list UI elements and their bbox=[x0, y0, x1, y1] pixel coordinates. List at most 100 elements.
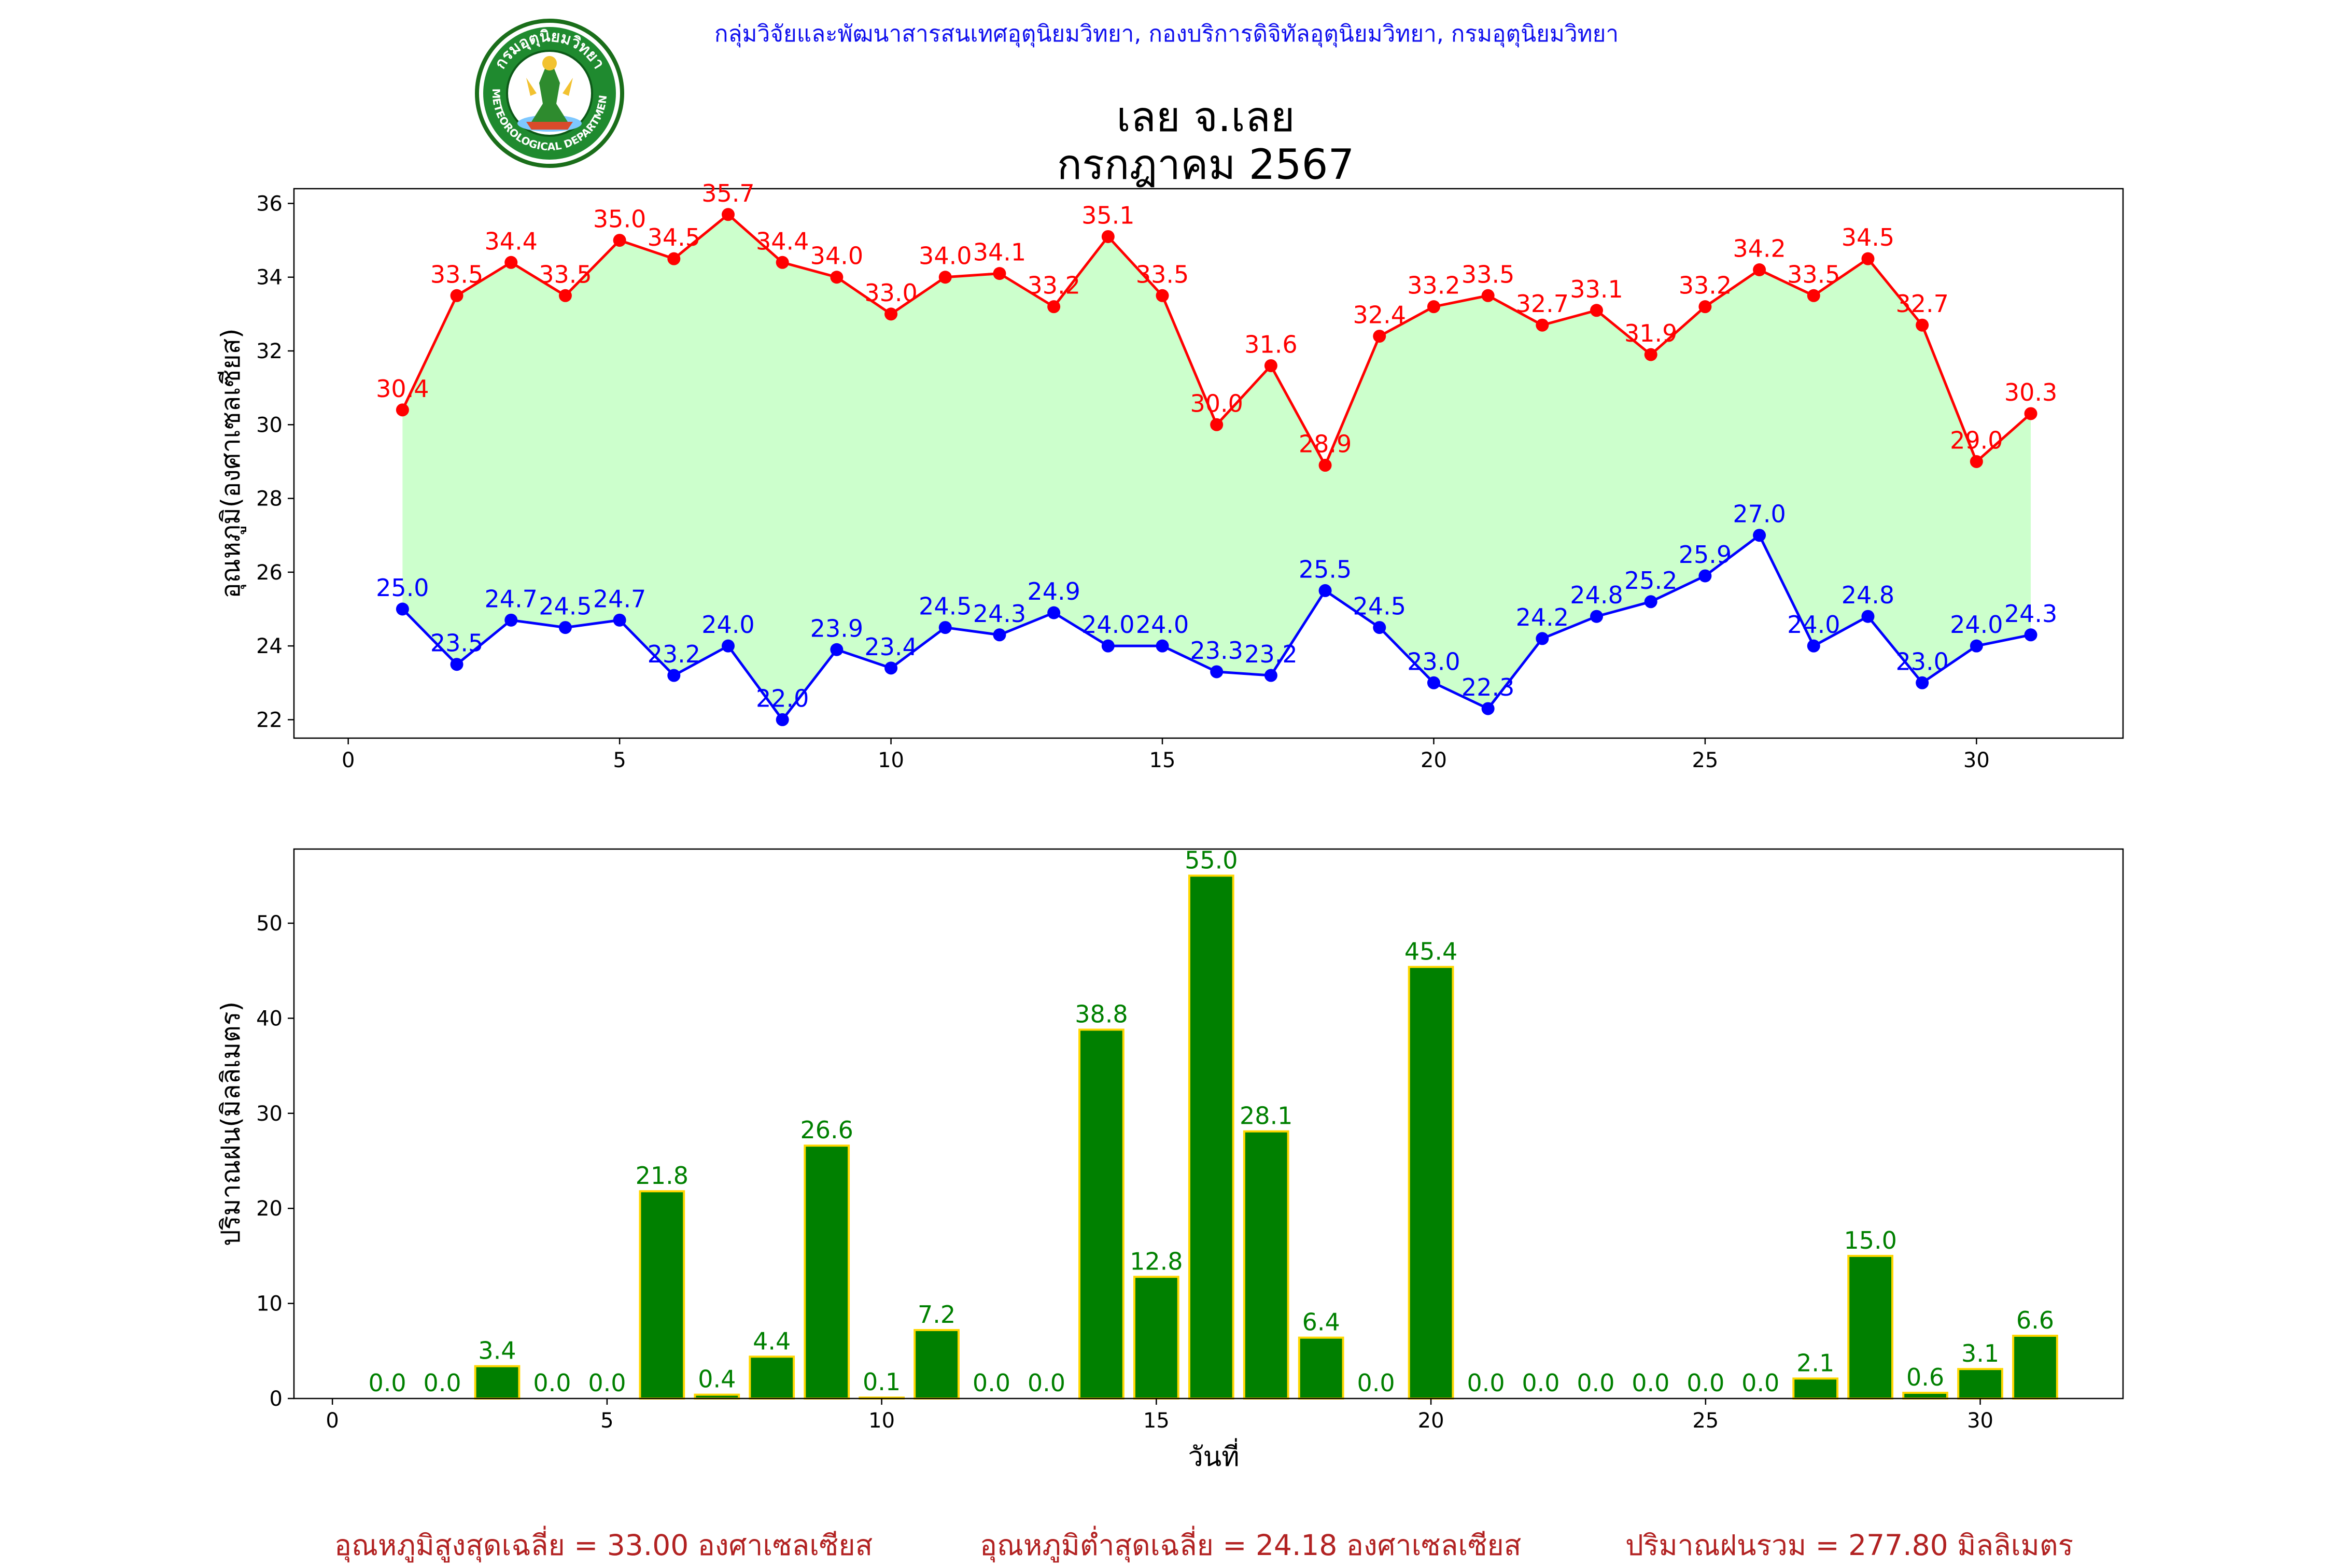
min-temperature-point bbox=[1264, 669, 1277, 682]
rainfall-label: 0.0 bbox=[1467, 1369, 1505, 1397]
max-temperature-point bbox=[667, 252, 681, 265]
average-max-temperature: อุณหภูมิสูงสุดเฉลี่ย = 33.00 องศาเซลเซีย… bbox=[334, 1529, 873, 1562]
min-temperature-label: 24.0 bbox=[701, 611, 754, 639]
max-temperature-label: 31.9 bbox=[1624, 319, 1677, 347]
max-temperature-label: 33.5 bbox=[1461, 260, 1514, 288]
rainfall-bar bbox=[474, 1365, 521, 1400]
min-temperature-label: 24.0 bbox=[1136, 611, 1189, 639]
rainfall-label: 3.4 bbox=[478, 1337, 516, 1365]
min-temperature-point bbox=[667, 669, 681, 682]
rainfall-label: 0.0 bbox=[1686, 1369, 1724, 1397]
x-tick-label: 10 bbox=[878, 748, 904, 772]
max-temperature-label: 29.0 bbox=[1950, 426, 2003, 454]
max-temperature-label: 35.7 bbox=[701, 179, 754, 207]
min-temperature-label: 24.0 bbox=[1081, 611, 1134, 639]
max-temperature-label: 35.1 bbox=[1081, 201, 1134, 229]
min-temperature-point bbox=[884, 661, 898, 675]
max-temperature-label: 28.9 bbox=[1299, 430, 1352, 458]
max-temperature-label: 33.2 bbox=[1407, 272, 1460, 300]
rainfall-bar bbox=[1298, 1336, 1344, 1400]
max-temperature-label: 30.4 bbox=[376, 375, 429, 403]
max-temperature-point bbox=[1861, 252, 1875, 265]
y-tick-label: 10 bbox=[256, 1292, 283, 1316]
max-temperature-point bbox=[1210, 418, 1224, 431]
min-temperature-point bbox=[1698, 569, 1712, 583]
y-tick-label: 36 bbox=[256, 192, 283, 216]
min-temperature-label: 24.3 bbox=[973, 600, 1026, 628]
average-min-temperature: อุณหภูมิต่ำสุดเฉลี่ย = 24.18 องศาเซลเซีย… bbox=[980, 1529, 1522, 1562]
min-temperature-label: 23.0 bbox=[1407, 647, 1460, 675]
y-tick-label: 34 bbox=[256, 266, 283, 290]
max-temperature-label: 33.5 bbox=[1787, 260, 1840, 288]
min-temperature-label: 23.4 bbox=[864, 633, 917, 661]
max-temperature-label: 32.7 bbox=[1895, 290, 1948, 318]
min-temperature-label: 24.0 bbox=[1787, 611, 1840, 639]
x-tick-label: 15 bbox=[1149, 748, 1176, 772]
rainfall-label: 0.0 bbox=[1577, 1369, 1614, 1397]
max-temperature-label: 32.4 bbox=[1353, 301, 1406, 329]
min-temperature-point bbox=[1318, 584, 1332, 597]
min-temperature-point bbox=[558, 621, 572, 634]
max-temperature-point bbox=[396, 403, 409, 417]
rainfall-label: 6.6 bbox=[2016, 1306, 2054, 1334]
max-temperature-point bbox=[1807, 289, 1820, 302]
max-temperature-point bbox=[1264, 359, 1277, 372]
rainfall-label: 0.0 bbox=[533, 1369, 571, 1397]
min-temperature-point bbox=[1210, 665, 1224, 679]
min-temperature-point bbox=[1970, 639, 1983, 653]
max-temperature-point bbox=[1698, 300, 1712, 314]
rainfall-label: 7.2 bbox=[918, 1301, 955, 1329]
x-tick-label: 25 bbox=[1692, 1409, 1719, 1433]
y-axis-label: อุณหภูมิ(องศาเซลเซียส) bbox=[216, 328, 246, 598]
min-temperature-point bbox=[1753, 529, 1766, 542]
max-temperature-point bbox=[1644, 348, 1657, 361]
rainfall-label: 6.4 bbox=[1302, 1308, 1340, 1336]
min-temperature-label: 24.9 bbox=[1027, 577, 1080, 605]
max-temperature-label: 34.4 bbox=[485, 227, 538, 255]
rainfall-label: 0.0 bbox=[1357, 1369, 1395, 1397]
x-tick-label: 15 bbox=[1143, 1409, 1170, 1433]
y-tick-label: 22 bbox=[256, 708, 283, 732]
rainfall-bar bbox=[913, 1329, 960, 1400]
rainfall-label: 0.0 bbox=[1632, 1369, 1669, 1397]
y-tick-label: 0 bbox=[270, 1387, 283, 1411]
y-tick-label: 28 bbox=[256, 487, 283, 511]
max-temperature-point bbox=[2024, 407, 2037, 420]
max-temperature-point bbox=[1318, 459, 1332, 472]
x-tick-label: 25 bbox=[1692, 748, 1718, 772]
rainfall-label: 0.0 bbox=[588, 1369, 626, 1397]
min-temperature-label: 24.5 bbox=[1353, 592, 1406, 620]
min-temperature-label: 25.5 bbox=[1299, 555, 1352, 583]
rainfall-bar bbox=[1078, 1028, 1125, 1400]
min-temperature-point bbox=[938, 621, 952, 634]
min-temperature-label: 22.3 bbox=[1461, 673, 1514, 701]
min-temperature-label: 25.9 bbox=[1679, 541, 1732, 569]
max-temperature-label: 33.5 bbox=[430, 260, 483, 288]
y-tick-label: 30 bbox=[256, 1102, 283, 1126]
x-tick-label: 20 bbox=[1421, 748, 1447, 772]
max-temperature-point bbox=[776, 256, 789, 269]
y-tick-label: 50 bbox=[256, 912, 283, 936]
max-temperature-point bbox=[613, 234, 626, 247]
max-temperature-label: 34.0 bbox=[810, 242, 863, 270]
rainfall-label: 0.0 bbox=[369, 1369, 406, 1397]
min-temperature-point bbox=[776, 713, 789, 726]
y-tick-label: 30 bbox=[256, 413, 283, 437]
rainfall-bar bbox=[1957, 1368, 2003, 1400]
rainfall-bar bbox=[804, 1145, 850, 1400]
min-temperature-label: 24.5 bbox=[539, 592, 592, 620]
rainfall-label: 0.0 bbox=[973, 1369, 1010, 1397]
min-temperature-label: 23.5 bbox=[430, 629, 483, 657]
rainfall-label: 55.0 bbox=[1185, 846, 1238, 874]
min-temperature-point bbox=[722, 639, 735, 653]
temperature-range-fill bbox=[402, 214, 2031, 720]
rainfall-label: 2.1 bbox=[1796, 1349, 1834, 1377]
max-temperature-label: 34.4 bbox=[756, 227, 809, 255]
rainfall-label: 21.8 bbox=[636, 1162, 688, 1190]
min-temperature-label: 24.5 bbox=[919, 592, 972, 620]
rainfall-bar bbox=[1243, 1130, 1289, 1400]
total-rainfall: ปริมาณฝนรวม = 277.80 มิลลิเมตร bbox=[1625, 1529, 2074, 1562]
y-tick-label: 20 bbox=[256, 1197, 283, 1221]
rainfall-label: 0.0 bbox=[423, 1369, 461, 1397]
rainfall-label: 3.1 bbox=[1961, 1339, 1999, 1367]
